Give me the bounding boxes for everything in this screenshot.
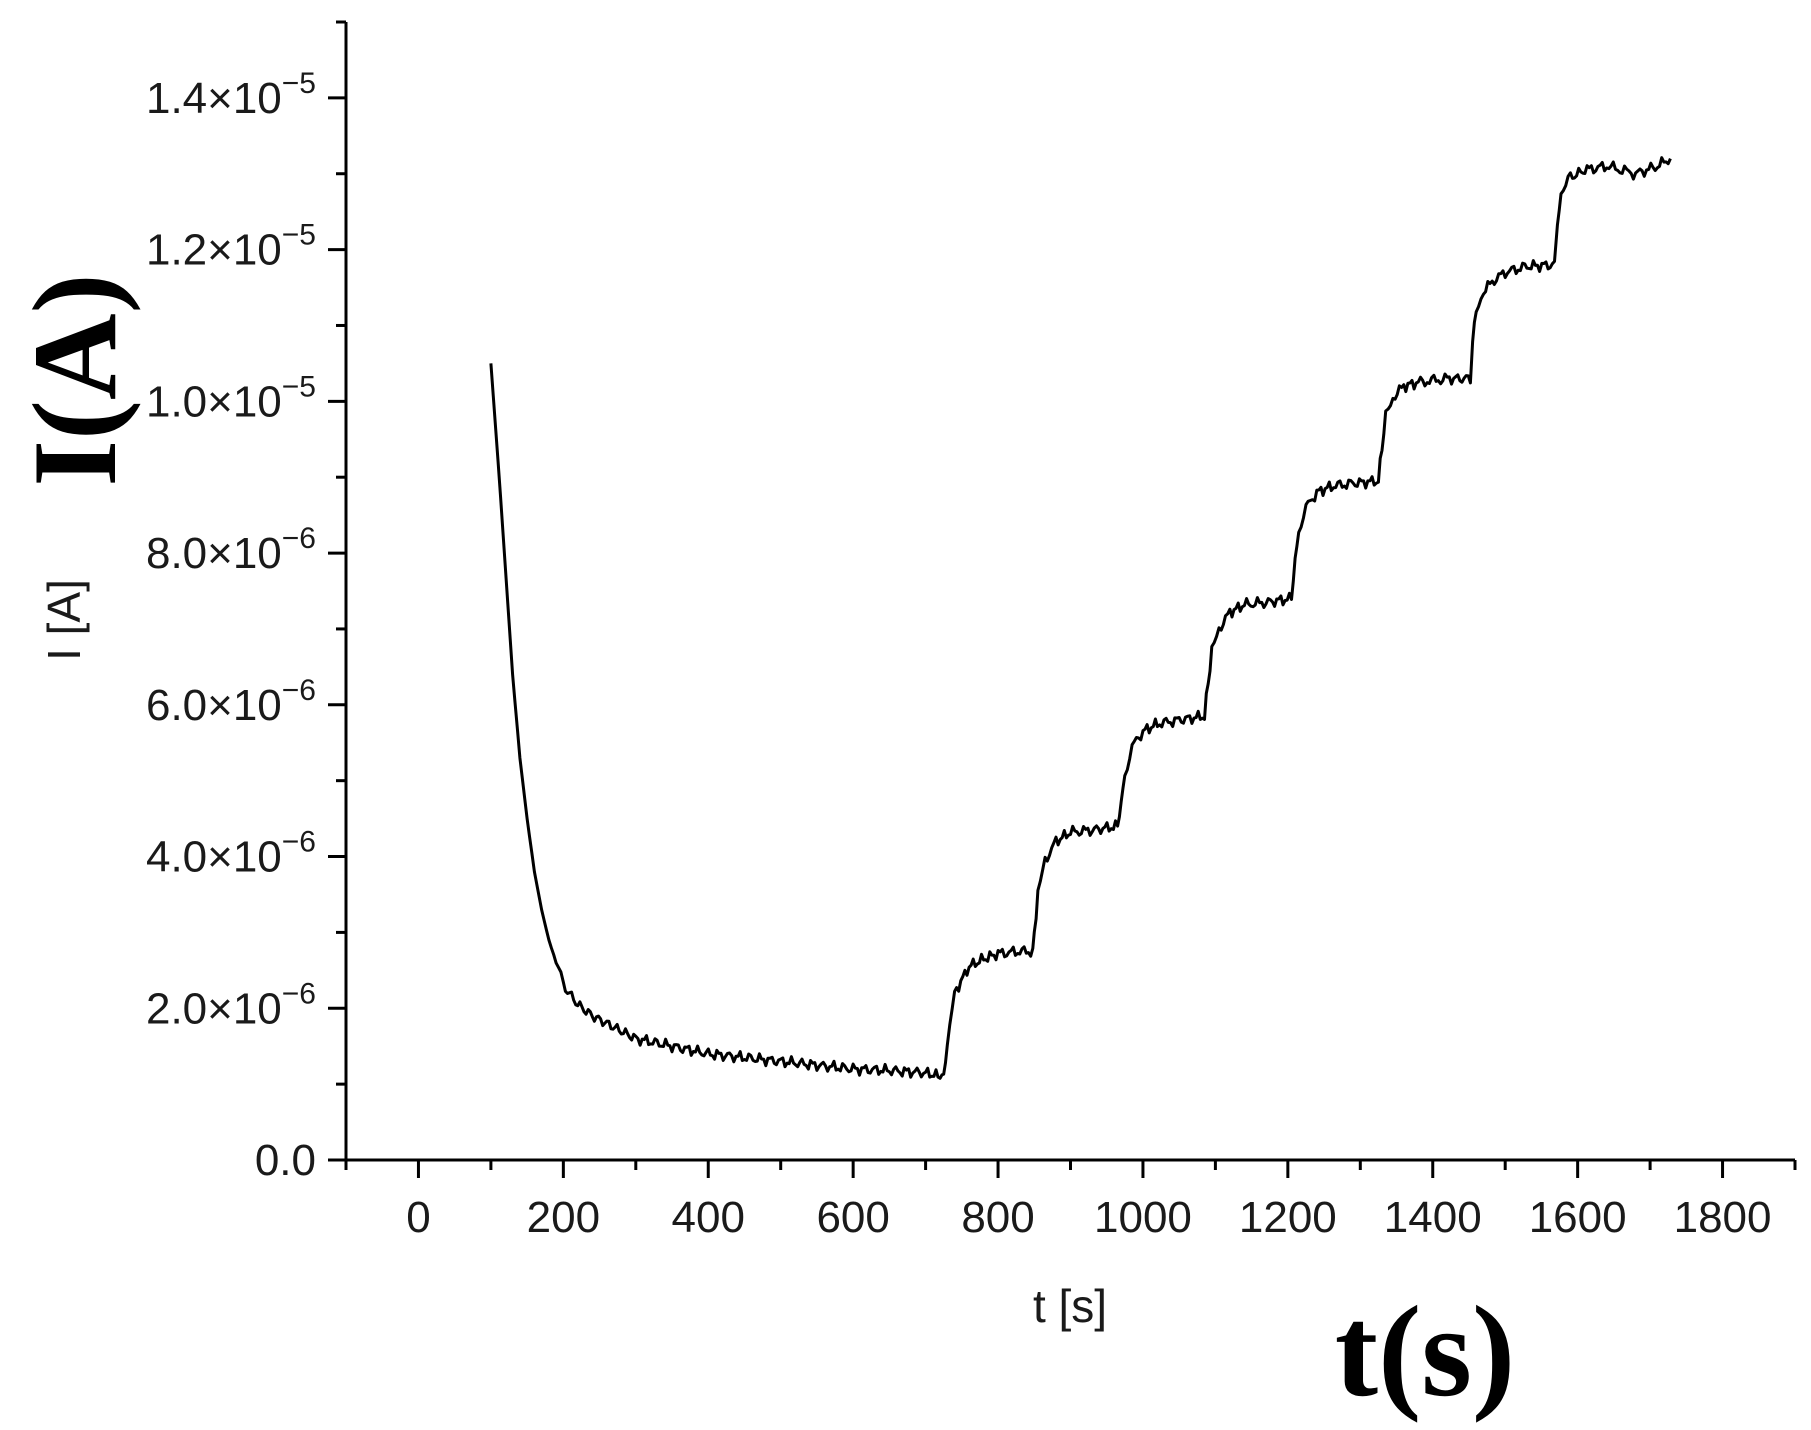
y-tick-label: 8.0×10−6 bbox=[146, 522, 316, 578]
x-tick-label: 0 bbox=[406, 1193, 430, 1242]
y-tick-label: 1.0×10−5 bbox=[146, 370, 316, 426]
x-tick-label: 1200 bbox=[1239, 1193, 1337, 1242]
x-tick-label: 600 bbox=[816, 1193, 889, 1242]
x-axis-label: t [s] bbox=[1033, 1280, 1107, 1332]
y-tick-label: 2.0×10−6 bbox=[146, 977, 316, 1033]
y-tick-label: 1.4×10−5 bbox=[146, 67, 316, 123]
y-tick-label: 0.0 bbox=[255, 1136, 316, 1185]
series-group bbox=[489, 156, 1672, 1080]
y-tick-label: 4.0×10−6 bbox=[146, 826, 316, 882]
x-tick-label: 1800 bbox=[1674, 1193, 1772, 1242]
x-tick-label: 1600 bbox=[1529, 1193, 1627, 1242]
x-tick-label: 1000 bbox=[1094, 1193, 1192, 1242]
x-tick-label: 1400 bbox=[1384, 1193, 1482, 1242]
y-axis-label: I [A] bbox=[38, 579, 90, 661]
y-ticks: 0.0 2.0×10−6 4.0×10−6 6.0×10−6 8.0×10−6 1.0×1… bbox=[146, 20, 346, 1185]
x-tick-label: 200 bbox=[527, 1193, 600, 1242]
y-tick-label: 6.0×10−6 bbox=[146, 674, 316, 730]
overlay-y-label: I(A) bbox=[8, 273, 141, 486]
x-ticks: 0 200 400 600 800 1000 1200 1400 1600 1800 bbox=[344, 1160, 1797, 1242]
y-tick-label: 1.2×10−5 bbox=[146, 219, 316, 275]
current-series-line bbox=[489, 156, 1672, 1080]
axes bbox=[344, 22, 1795, 1162]
x-tick-label: 400 bbox=[672, 1193, 745, 1242]
x-tick-label: 800 bbox=[961, 1193, 1034, 1242]
overlay-x-label: t(s) bbox=[1335, 1280, 1515, 1424]
